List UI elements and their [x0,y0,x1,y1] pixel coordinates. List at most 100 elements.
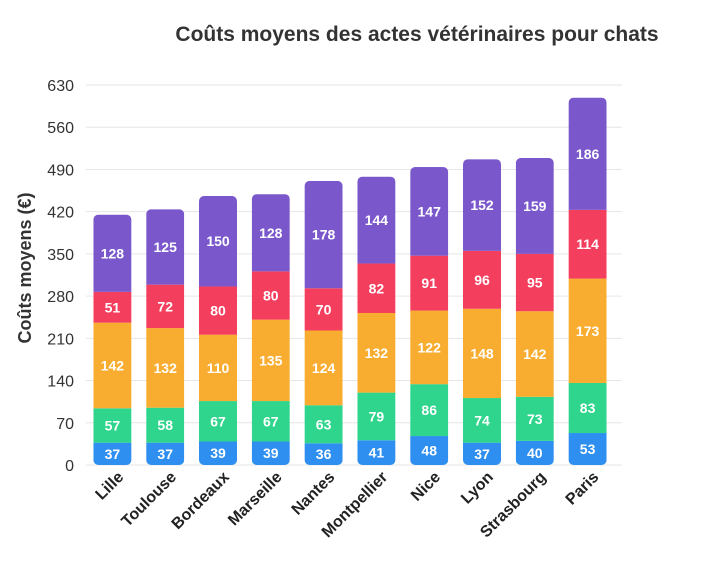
bar-value-label: 80 [263,288,279,304]
bar-stack [146,209,185,465]
x-tick-label: Lille [93,469,128,504]
bar-value-label: 72 [157,298,173,314]
bar-segment [568,209,607,279]
bar-stack [568,97,607,465]
x-tick-label: Bordeaux [169,469,233,533]
bar-value-label: 128 [259,225,283,241]
bar-stack [251,194,290,465]
bar-segment [146,407,185,443]
bar-value-label: 148 [470,345,494,361]
bar-segment [568,382,607,434]
bar-segment [515,311,554,397]
bar-value-label: 95 [527,275,543,291]
bar-segment [304,288,343,331]
bar-value-label: 51 [105,299,121,315]
bar-segment [251,401,290,442]
bar-value-label: 82 [369,280,385,296]
bar-value-label: 91 [421,275,437,291]
bar-value-label: 128 [101,245,125,261]
bar-stack [304,180,343,465]
bar-value-label: 173 [576,323,600,339]
x-tick-label: Paris [563,469,603,509]
bar-value-label: 135 [259,352,283,368]
bar-value-label: 57 [105,417,121,433]
bar-segment [463,159,501,251]
bar-value-label: 96 [474,272,490,288]
bar-segment [251,319,290,402]
bar-value-label: 67 [210,413,226,429]
bar-value-label: 67 [263,413,279,429]
bar-value-label: 70 [316,301,332,317]
bar-segment [410,167,449,256]
bar-segment [515,253,554,312]
x-tick-label: Lyon [458,469,497,508]
bar-segment [146,442,185,465]
y-tick-label: 420 [47,205,74,222]
bar-value-label: 150 [206,233,230,249]
bar-value-label: 144 [365,212,389,228]
bar-segment [251,271,290,320]
bar-segment [568,433,607,465]
bar-value-label: 37 [105,446,121,462]
bar-stack [199,195,237,465]
bar-value-label: 39 [263,445,279,461]
bar-segment [357,176,396,264]
bar-value-label: 79 [369,408,385,424]
bar-segment [357,440,396,465]
x-tick-label: Marseille [225,469,286,530]
bar-segment [515,157,554,254]
bar-segment [199,441,237,465]
bar-value-label: 48 [421,443,437,459]
bar-stack [463,159,501,465]
bar-segment [146,284,185,329]
bar-value-label: 41 [369,445,385,461]
bar-value-label: 63 [316,416,332,432]
bar-segment [93,214,132,292]
y-tick-label: 490 [47,162,74,179]
data-labels: 37 57 142 51 128 37 58 132 72 125 39 67 110 80 150 39 67… [101,146,600,462]
bar-segment [515,440,554,465]
bar-segment [410,384,449,437]
x-tick-label: Nice [408,469,444,505]
bar-segment [463,398,501,443]
bar-value-label: 74 [474,412,490,428]
bar-value-label: 186 [576,146,600,162]
bar-segment [463,250,501,309]
bar-value-label: 132 [154,360,178,376]
bar-value-label: 147 [418,203,442,219]
bar-value-label: 132 [365,345,389,361]
bar-value-label: 37 [157,446,173,462]
bar-segment [357,392,396,441]
chart-title: Coûts moyens des actes vétérinaires pour… [175,23,658,46]
bar-segment [93,408,132,443]
bars [93,97,607,465]
bar-value-label: 80 [210,303,226,319]
bar-value-label: 53 [580,441,596,457]
bar-value-label: 39 [210,445,226,461]
y-axis-ticks: 0 70 140 210 280 350 420 490 560 630 [47,78,74,475]
bar-segment [515,396,554,441]
y-tick-label: 140 [47,374,74,391]
bar-value-label: 178 [312,227,336,243]
bar-segment [199,334,237,402]
bar-segment [199,195,237,287]
bar-value-label: 125 [154,239,178,255]
bar-value-label: 142 [101,357,125,373]
y-axis-label: Coûts moyens (€) [15,192,35,343]
bar-stack [357,176,396,465]
bar-segment [410,436,449,465]
bar-segment [93,291,132,323]
bar-segment [146,209,185,285]
bar-value-label: 37 [474,446,490,462]
bar-segment [304,330,343,406]
bar-segment [463,308,501,399]
bar-segment [93,322,132,409]
bar-segment [568,97,607,210]
bar-value-label: 159 [523,198,547,214]
y-tick-label: 0 [65,458,74,475]
bar-stack [410,167,449,465]
bar-segment [93,442,132,465]
bar-value-label: 58 [157,417,173,433]
